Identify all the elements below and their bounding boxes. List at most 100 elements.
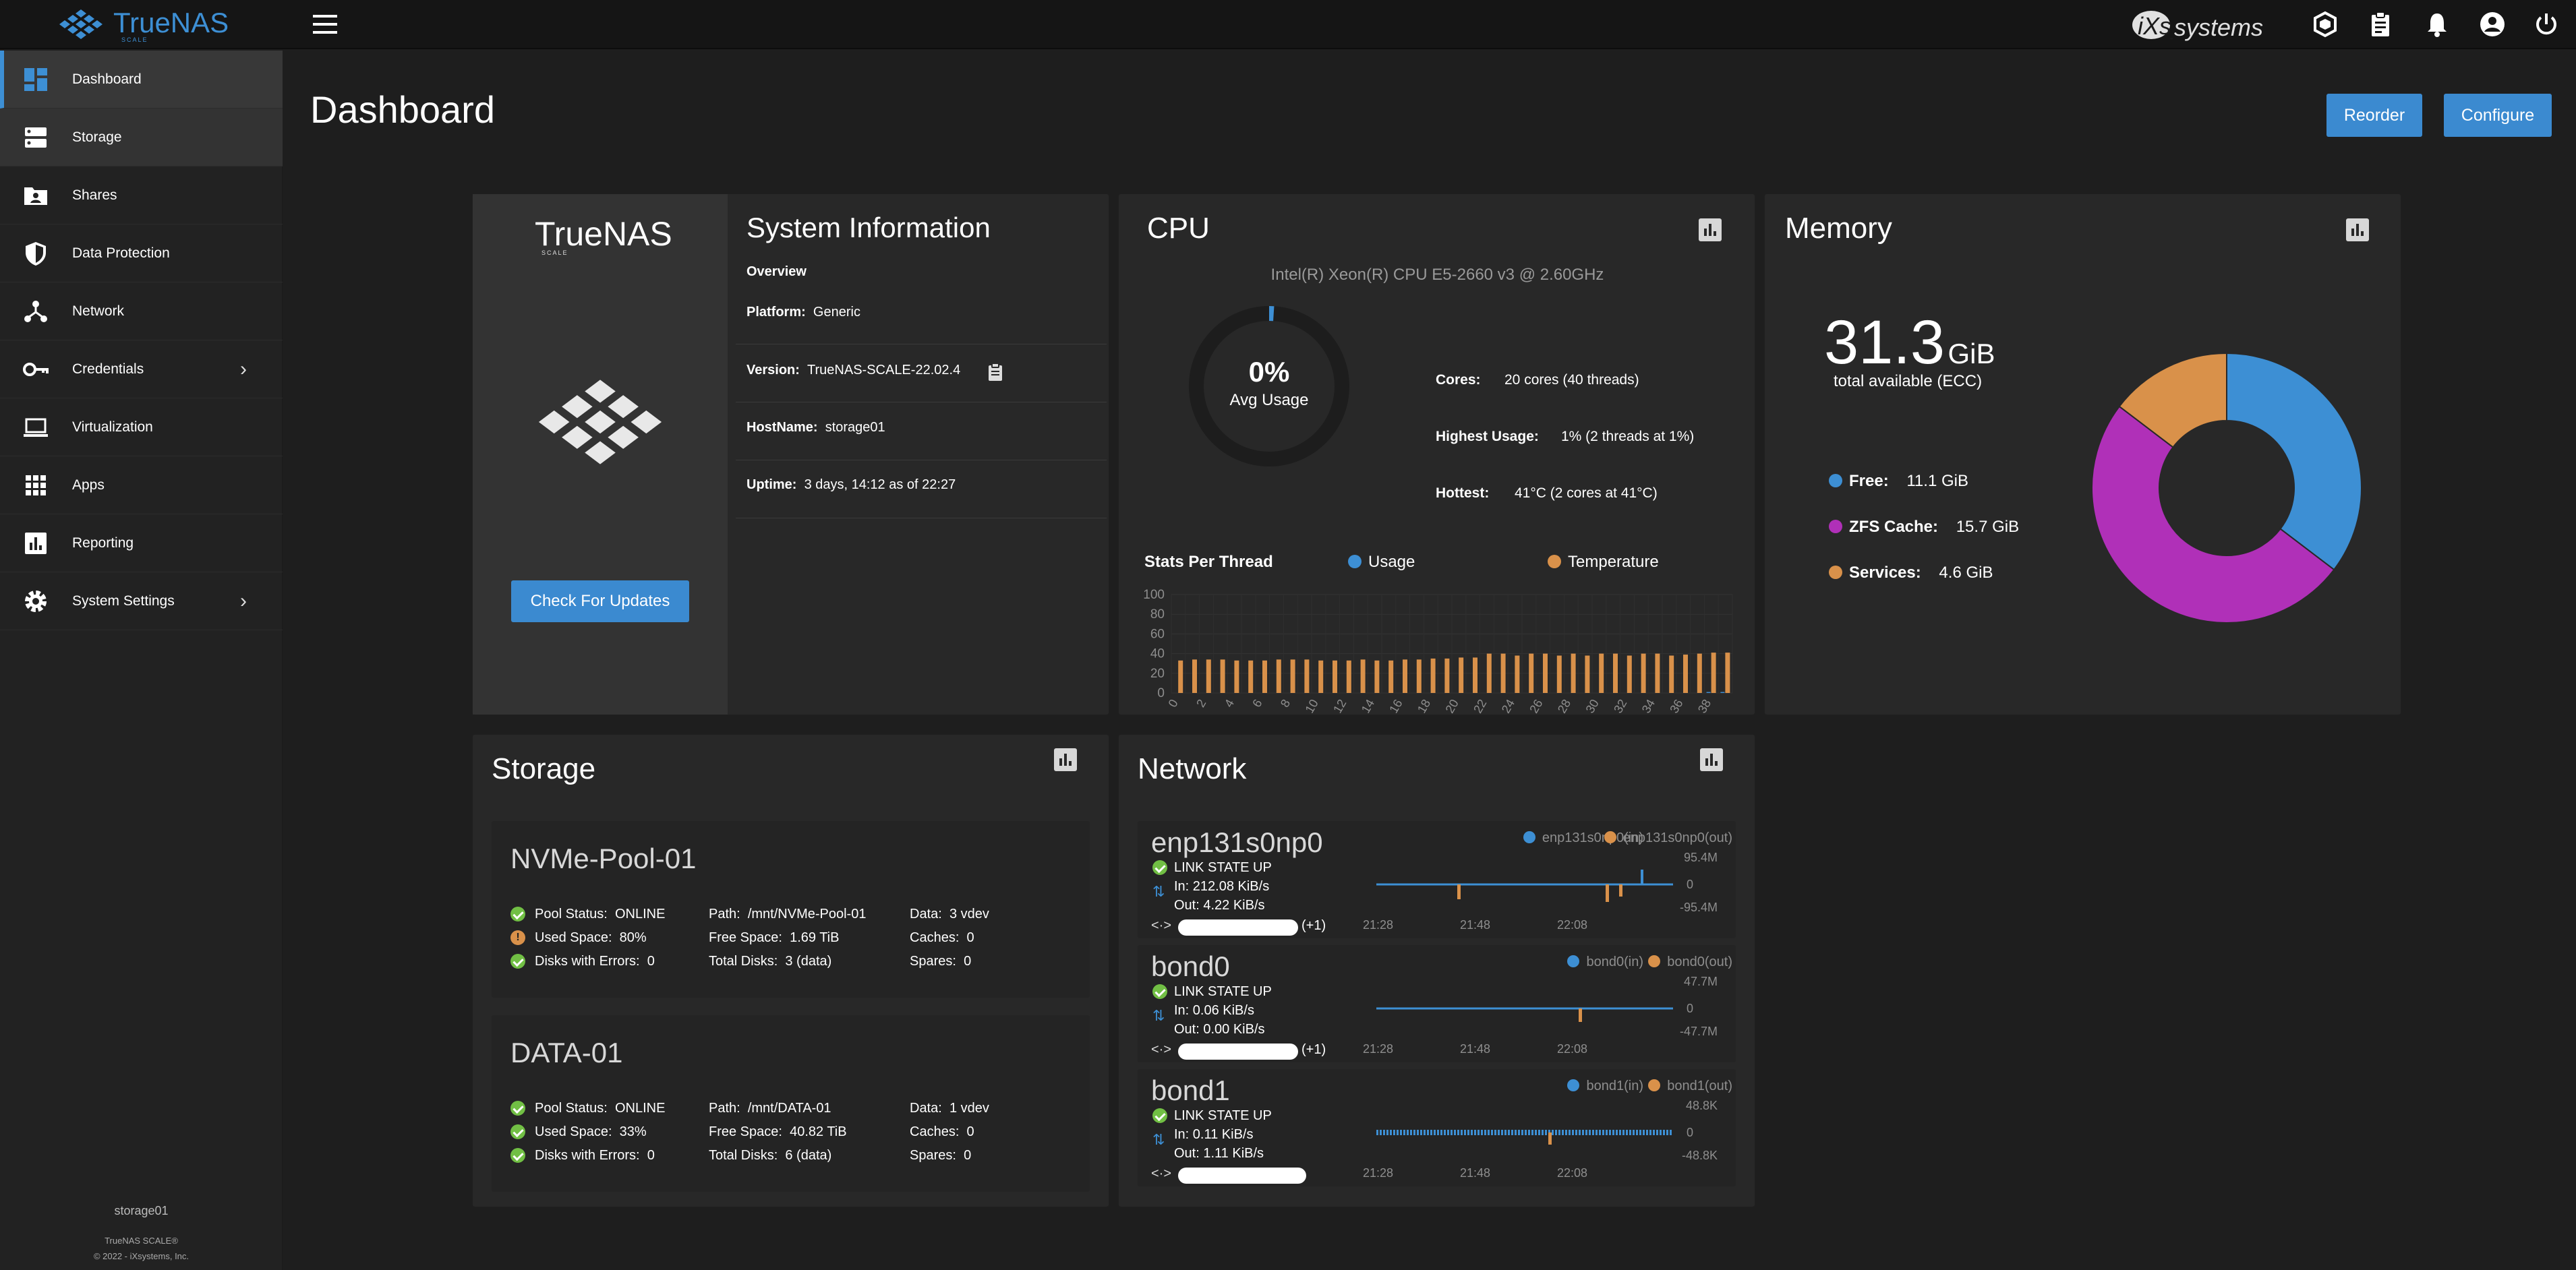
temperature-bar bbox=[1192, 659, 1197, 693]
storage-title: Storage bbox=[492, 752, 596, 785]
temperature-bar bbox=[1178, 660, 1183, 693]
x-tick-label: 0 bbox=[1166, 697, 1181, 710]
temperature-bar bbox=[1613, 653, 1618, 693]
alias-suffix: (+1) bbox=[1301, 1042, 1326, 1057]
sidebar-item-reporting[interactable]: Reporting bbox=[0, 514, 283, 572]
pool-status-value: ONLINE bbox=[614, 1101, 666, 1116]
y-tick-label: 40 bbox=[1150, 647, 1165, 661]
sidebar-item-label: Network bbox=[72, 303, 125, 319]
configure-button[interactable]: Configure bbox=[2444, 94, 2552, 137]
sidebar-item-shares[interactable]: Shares bbox=[0, 167, 283, 224]
menu-toggle-icon[interactable] bbox=[313, 15, 337, 34]
x-axis-label: 21:28 bbox=[1363, 1042, 1394, 1056]
temperature-bar bbox=[1248, 660, 1254, 693]
memory-reports-icon[interactable] bbox=[2346, 218, 2369, 241]
power-icon[interactable] bbox=[2533, 11, 2560, 38]
sidebar-item-dashboard[interactable]: Dashboard bbox=[0, 51, 283, 109]
clipboard-icon[interactable] bbox=[2367, 11, 2394, 38]
pool-spares-row: Spares: 0 bbox=[910, 1148, 971, 1163]
traffic-out-spike bbox=[1619, 884, 1622, 897]
x-tick-label: 36 bbox=[1667, 697, 1685, 715]
storage-icon bbox=[25, 127, 47, 148]
pool-data-value: 3 vdev bbox=[949, 907, 989, 921]
sidebar-item-label: Reporting bbox=[72, 535, 134, 551]
pool-errors-label: Disks with Errors: bbox=[535, 1148, 640, 1163]
check-for-updates-button[interactable]: Check For Updates bbox=[511, 580, 689, 622]
sysinfo-platform-row: Platform: Generic bbox=[747, 305, 860, 320]
y-axis-max: 95.4M bbox=[1683, 851, 1718, 864]
gear-icon bbox=[25, 590, 47, 612]
sidebar-item-system-settings[interactable]: System Settings › bbox=[0, 572, 283, 630]
reorder-button[interactable]: Reorder bbox=[2326, 94, 2422, 137]
traffic-out: Out: 4.22 KiB/s bbox=[1174, 898, 1265, 913]
pool-status-label: Pool Status: bbox=[535, 1101, 608, 1116]
sidebar-item-virtualization[interactable]: Virtualization bbox=[0, 398, 283, 456]
x-tick-label: 12 bbox=[1330, 697, 1349, 715]
temperature-bar bbox=[1556, 655, 1562, 693]
network-reports-icon[interactable] bbox=[1700, 748, 1723, 771]
pool-path-value: /mnt/DATA-01 bbox=[747, 1101, 831, 1116]
y-axis-max: 48.8K bbox=[1685, 1099, 1718, 1112]
traffic-in: In: 0.06 KiB/s bbox=[1174, 1003, 1254, 1018]
status-ok-icon bbox=[510, 1101, 525, 1116]
traffic-out-spike bbox=[1457, 884, 1461, 899]
truecommand-icon[interactable] bbox=[2312, 11, 2339, 38]
sidebar-item-credentials[interactable]: Credentials › bbox=[0, 340, 283, 398]
reporting-icon bbox=[25, 532, 47, 554]
cpu-reports-icon[interactable] bbox=[1699, 218, 1722, 241]
interface-name: bond0 bbox=[1151, 950, 1230, 982]
pool-path-value: /mnt/NVMe-Pool-01 bbox=[747, 907, 867, 921]
pool-disks-label: Total Disks: bbox=[709, 1148, 778, 1163]
network-interface-enp131s0np0: enp131s0np0 enp131s0np0(in) enp131s0np0(ou… bbox=[1138, 821, 1736, 938]
truenas-logo[interactable]: TrueNAS SCALE bbox=[57, 5, 232, 43]
x-tick-label: 18 bbox=[1415, 697, 1433, 715]
copy-clipboard-icon[interactable] bbox=[987, 363, 1003, 382]
pool-free-label: Free Space: bbox=[709, 930, 782, 945]
brand-name: TrueNAS bbox=[113, 7, 229, 38]
x-tick-label: 8 bbox=[1278, 697, 1293, 710]
pool-data-label: Data: bbox=[910, 1101, 942, 1116]
y-tick-label: 60 bbox=[1150, 627, 1165, 641]
temperature-bar bbox=[1683, 655, 1688, 693]
status-ok-icon bbox=[510, 954, 525, 969]
x-axis-label: 21:48 bbox=[1460, 918, 1491, 932]
temperature-bar bbox=[1500, 653, 1506, 693]
hostname-value: storage01 bbox=[825, 420, 885, 435]
pool-disks-value: 3 (data) bbox=[785, 954, 832, 969]
temperature-bar bbox=[1486, 653, 1492, 693]
pool-status-row: Pool Status: ONLINE bbox=[535, 907, 665, 922]
legend-out: enp131s0np0(out) bbox=[1587, 830, 1732, 846]
sidebar-item-label: Virtualization bbox=[72, 419, 153, 435]
bell-icon[interactable] bbox=[2424, 11, 2451, 38]
warning-icon: ! bbox=[510, 930, 525, 945]
legend-in-dot bbox=[1523, 831, 1535, 843]
sidebar-item-storage[interactable]: Storage bbox=[0, 109, 283, 167]
pool-free-row: Free Space: 40.82 TiB bbox=[709, 1124, 847, 1140]
pool-path-row: Path: /mnt/DATA-01 bbox=[709, 1101, 831, 1116]
link-up-icon bbox=[1152, 984, 1167, 999]
cores-value: 20 cores (40 threads) bbox=[1504, 372, 1639, 388]
legend-out-label: bond0(out) bbox=[1667, 955, 1732, 969]
pool-data-label: Data: bbox=[910, 907, 942, 921]
key-icon bbox=[23, 362, 49, 376]
chevron-right-icon: › bbox=[240, 357, 247, 380]
x-tick-label: 16 bbox=[1386, 697, 1405, 715]
memory-free-value: 11.1 GiB bbox=[1906, 472, 1968, 490]
sidebar-item-apps[interactable]: Apps bbox=[0, 456, 283, 514]
sidebar-item-data-protection[interactable]: Data Protection bbox=[0, 224, 283, 282]
legend-out: bond1(out) bbox=[1587, 1079, 1732, 1094]
pool-caches-label: Caches: bbox=[910, 1124, 960, 1139]
link-up-icon bbox=[1152, 860, 1167, 875]
legend-usage: Usage bbox=[1348, 553, 1415, 572]
cores-label: Cores: bbox=[1436, 372, 1481, 388]
redacted-address bbox=[1178, 919, 1298, 936]
top-bar: TrueNAS SCALE iXsystems systems bbox=[0, 0, 2576, 49]
pool-name: NVMe-Pool-01 bbox=[510, 843, 697, 874]
y-axis-min: -47.7M bbox=[1679, 1025, 1718, 1038]
account-icon[interactable] bbox=[2479, 11, 2506, 38]
usage-bar bbox=[1706, 692, 1711, 693]
sidebar-item-network[interactable]: Network bbox=[0, 282, 283, 340]
uptime-label: Uptime: bbox=[747, 477, 797, 492]
storage-reports-icon[interactable] bbox=[1054, 748, 1077, 771]
pool-errors-label: Disks with Errors: bbox=[535, 954, 640, 969]
